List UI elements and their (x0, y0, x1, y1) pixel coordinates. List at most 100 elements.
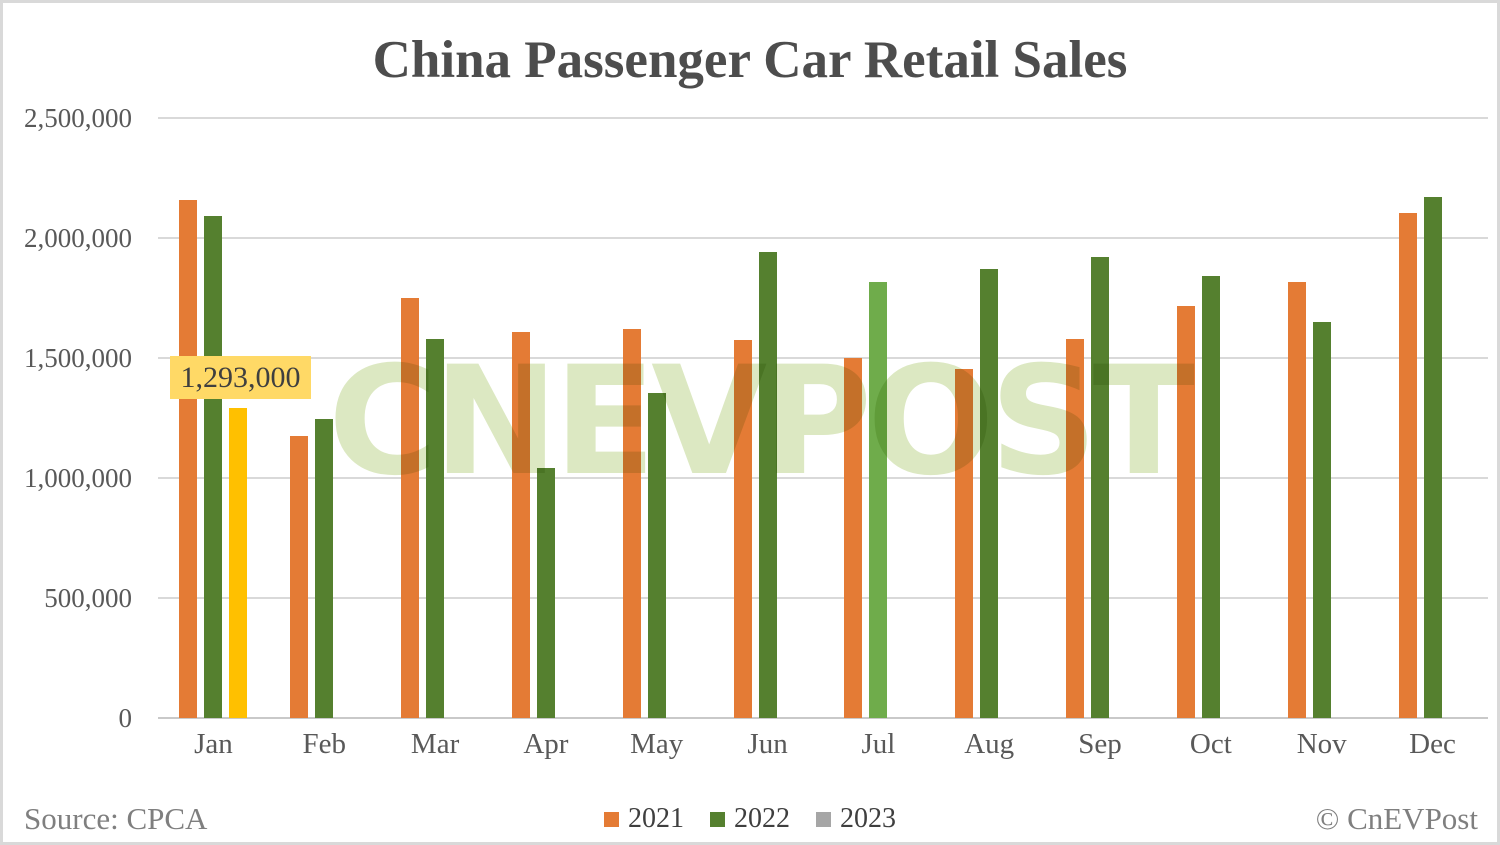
bar-2021-may (622, 328, 641, 718)
x-tick-label-oct: Oct (1189, 728, 1232, 760)
gridline-2500000 (158, 117, 1488, 119)
bar-slot-2023-jun (784, 118, 802, 718)
bar-slot-2022-may (647, 118, 666, 718)
bar-slot-2022-jan (204, 118, 223, 718)
bar-slot-2023-feb (340, 118, 358, 718)
bar-group-jul (823, 118, 934, 718)
x-tick-label-jan: Jan (194, 728, 233, 760)
bar-2021-jan (179, 199, 198, 718)
y-tick-label-2500000: 2,500,000 (24, 103, 132, 133)
bar-slot-2023-dec (1449, 118, 1467, 718)
x-tick-label-apr: Apr (523, 728, 569, 760)
legend-item-2023: 2023 (816, 803, 896, 835)
x-tick-label-jun: Jun (747, 728, 788, 760)
bar-group-mar (380, 118, 491, 718)
legend-swatch-2022 (710, 811, 725, 827)
y-tick-label-2000000: 2,000,000 (24, 223, 132, 253)
legend-label-2021: 2021 (628, 803, 684, 834)
x-tick-label-dec: Dec (1409, 728, 1456, 760)
gridline-0 (158, 717, 1488, 719)
gridline-500000 (158, 597, 1488, 599)
bar-slot-2021-feb (290, 118, 309, 718)
bar-group-jan (158, 118, 269, 718)
bar-2021-dec (1398, 213, 1417, 718)
bar-slot-2021-sep (1066, 118, 1085, 718)
bar-slot-2022-apr (536, 118, 555, 718)
bar-slot-2023-mar (451, 118, 469, 718)
legend: 2021 2022 2023 (0, 796, 1500, 842)
x-tick-label-jul: Jul (861, 728, 896, 760)
bar-group-dec (1377, 118, 1488, 718)
bar-slot-2023-jan (229, 118, 248, 718)
bar-slot-2023-may (673, 118, 691, 718)
bar-slot-2023-jul (894, 118, 912, 718)
bar-slot-2023-apr (562, 118, 580, 718)
bar-group-apr (490, 118, 601, 718)
y-tick-label-500000: 500,000 (44, 583, 132, 613)
legend-label-2022: 2022 (734, 803, 790, 834)
copyright-label: © CnEVPost (1315, 801, 1478, 836)
x-tick-label-feb: Feb (302, 728, 346, 760)
bar-slot-2022-dec (1423, 118, 1442, 718)
legend-swatch-2023 (816, 811, 831, 827)
bar-groups (158, 118, 1488, 718)
bar-2022-sep (1091, 257, 1110, 718)
source-label: Source: CPCA (24, 801, 208, 836)
legend-swatch-2021 (604, 811, 619, 827)
bar-2022-nov (1312, 321, 1331, 718)
gridline-2000000 (158, 237, 1488, 239)
data-label-jan-2023: 1,293,000 (170, 356, 311, 399)
bar-2022-dec (1423, 197, 1442, 718)
bar-slot-2021-jun (733, 118, 752, 718)
x-axis-labels: Jan Feb Mar Apr May Jun Jul Aug Sep Oct Nov Dec (158, 728, 1488, 761)
legend-item-2022: 2022 (710, 803, 790, 835)
bar-2021-nov (1287, 282, 1306, 718)
bar-2022-aug (980, 268, 999, 718)
x-tick-label-sep: Sep (1078, 728, 1122, 760)
chart-title: China Passenger Car Retail Sales (372, 31, 1128, 89)
bar-2022-jul (869, 281, 888, 718)
bar-group-aug (934, 118, 1045, 718)
bar-slot-2021-dec (1398, 118, 1417, 718)
bar-slot-2022-jul (869, 118, 888, 718)
bar-2023-jan (229, 407, 248, 718)
bar-2022-may (647, 393, 666, 718)
y-tick-label-1000000: 1,000,000 (24, 463, 132, 493)
bar-slot-2022-oct (1201, 118, 1220, 718)
bar-slot-2021-apr (511, 118, 530, 718)
bar-slot-2022-aug (980, 118, 999, 718)
bar-group-may (601, 118, 712, 718)
bar-2022-jan (204, 215, 223, 718)
legend-label-2023: 2023 (840, 803, 896, 834)
bar-slot-2022-nov (1312, 118, 1331, 718)
bar-slot-2021-jul (844, 118, 863, 718)
bar-slot-2023-sep (1116, 118, 1134, 718)
bar-2021-aug (955, 369, 974, 718)
bar-2022-feb (315, 419, 334, 718)
bar-slot-2023-nov (1338, 118, 1356, 718)
x-tick-label-may: May (630, 728, 684, 760)
bar-slot-2023-oct (1227, 118, 1245, 718)
x-tick-label-nov: Nov (1296, 728, 1347, 760)
bar-slot-2022-mar (426, 118, 445, 718)
bar-slot-2021-nov (1287, 118, 1306, 718)
bar-group-sep (1045, 118, 1156, 718)
bar-slot-2021-jan (179, 118, 198, 718)
footer: Source: CPCA 2021 2022 2023 © CnEVPost (0, 796, 1500, 842)
plot-area: CNEVPOST 1,293,000 (158, 117, 1488, 719)
bar-2021-sep (1066, 338, 1085, 718)
y-tick-label-1500000: 1,500,000 (24, 343, 132, 373)
bar-group-jun (712, 118, 823, 718)
legend-item-2021: 2021 (604, 803, 684, 835)
bar-slot-2022-sep (1091, 118, 1110, 718)
bar-slot-2022-jun (758, 118, 777, 718)
bar-2022-apr (536, 467, 555, 718)
x-tick-label-aug: Aug (964, 728, 1015, 760)
bar-slot-2021-oct (1176, 118, 1195, 718)
bar-2022-mar (426, 339, 445, 718)
bar-slot-2023-aug (1005, 118, 1023, 718)
bar-2021-oct (1176, 305, 1195, 718)
bar-2021-apr (511, 332, 530, 718)
bar-slot-2021-aug (955, 118, 974, 718)
